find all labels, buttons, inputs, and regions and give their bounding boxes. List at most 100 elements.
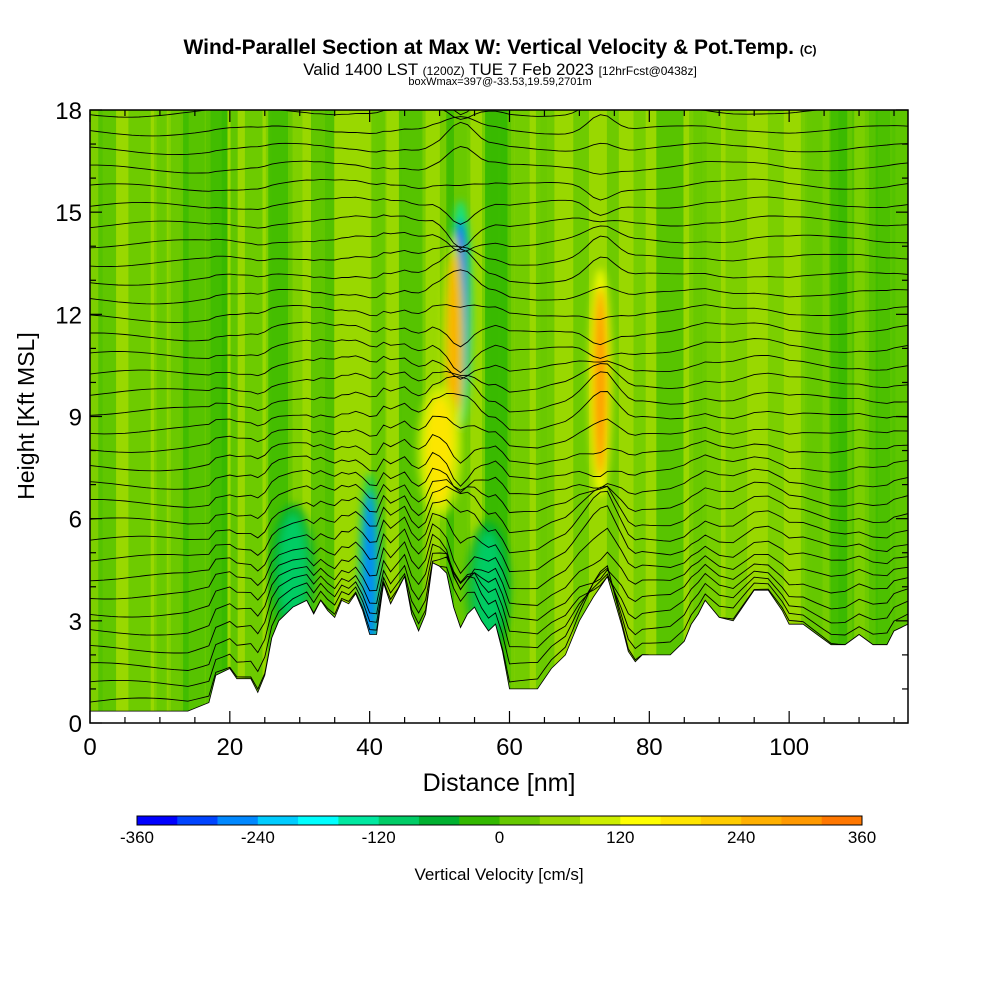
y-tick-label: 18 [55, 98, 82, 125]
colorbar-swatch [418, 816, 460, 825]
velocity-band [230, 110, 238, 723]
colorbar-swatch [580, 816, 621, 825]
box-max-info: boxWmax=397@-33.53,19.59,2701m [408, 76, 592, 88]
velocity-band [725, 110, 748, 723]
isentrope-line [90, 321, 908, 348]
velocity-band [656, 110, 684, 723]
velocity-band [838, 110, 855, 723]
copyright-mark: (C) [799, 43, 817, 57]
velocity-band [507, 110, 515, 723]
colorbar-tick-label: 120 [606, 828, 634, 847]
colorbar-swatch [378, 816, 420, 825]
x-tick-label: 0 [83, 734, 96, 761]
isentrope-line [90, 225, 908, 253]
colorbar-swatch [217, 816, 259, 825]
isentrope-line [90, 451, 908, 490]
isentrope-line [90, 114, 908, 137]
isentrope-line [90, 523, 908, 600]
colorbar-swatch [257, 816, 299, 825]
x-tick-label: 80 [636, 734, 663, 761]
isentrope-line [90, 248, 908, 286]
velocity-band [767, 110, 784, 723]
colorbar-swatch [700, 816, 742, 825]
colorbar-tick-label: -240 [241, 828, 275, 847]
chart-subtitle: Valid 1400 LST (1200Z) TUE 7 Feb 2023 [1… [0, 60, 1000, 80]
colorbar-tick-label: 240 [727, 828, 755, 847]
isentrope-line [90, 214, 908, 249]
y-tick-label: 15 [55, 200, 82, 227]
y-axis: 0 3 6 9 12 15 18 [55, 98, 908, 738]
isentrope-line [90, 235, 908, 268]
chart-title-text: Wind-Parallel Section at Max W: Vertical… [183, 36, 794, 59]
y-tick-label: 12 [55, 302, 82, 329]
colorbar-swatch [620, 816, 661, 825]
velocity-band [156, 110, 166, 723]
velocity-band [689, 110, 707, 723]
isentrope-line [90, 110, 908, 120]
colorbar-swatch [741, 816, 782, 825]
isentrope-line [90, 196, 908, 225]
velocity-band [573, 110, 589, 723]
velocity-band [606, 110, 619, 723]
colorbar: -360 -240 -120 0 120 240 360 [120, 815, 876, 847]
colorbar-swatch [660, 816, 702, 825]
colorbar-swatch [137, 816, 178, 825]
isentrope-line [90, 363, 908, 396]
valid-utc: (1200Z) [422, 64, 465, 78]
isentrope-line [90, 354, 908, 380]
colorbar-swatch [781, 816, 823, 825]
isentrope-line [90, 178, 908, 201]
colorbar-swatch [499, 816, 541, 825]
velocity-core [425, 395, 454, 506]
colorbar-tick-label: -360 [120, 828, 154, 847]
velocity-band [128, 110, 151, 723]
velocity-core [593, 287, 608, 478]
colorbar-tick-label: -120 [362, 828, 396, 847]
y-tick-label: 0 [69, 711, 82, 738]
isentrope-line [90, 371, 908, 416]
isentrope-line [90, 434, 908, 472]
colorbar-frame [136, 815, 863, 826]
isentropes [90, 110, 908, 703]
x-axis-label: Distance [nm] [423, 769, 576, 797]
isentrope-line [90, 146, 908, 175]
colorbar-swatch [539, 816, 581, 825]
isentrope-line [90, 562, 908, 687]
colorbar-label: Vertical Velocity [cm/s] [414, 865, 583, 884]
isentrope-line [90, 479, 908, 525]
velocity-band [221, 110, 228, 723]
colorbar-tick-label: 0 [495, 828, 504, 847]
colorbar-swatch [459, 816, 500, 825]
colorbar-swatch [177, 816, 218, 825]
isentrope-line [90, 415, 908, 453]
isentrope-line [90, 543, 908, 636]
y-axis-label: Height [Kft MSL] [13, 332, 39, 499]
velocity-band [812, 110, 831, 723]
isentrope-line [90, 485, 908, 541]
isentrope-line [90, 556, 908, 671]
velocity-core [278, 514, 307, 625]
isentrope-line [90, 533, 908, 618]
plot-area [90, 110, 908, 723]
y-tick-label: 9 [69, 405, 82, 432]
y-tick-label: 6 [69, 507, 82, 534]
velocity-band [168, 110, 184, 723]
velocity-band [98, 110, 117, 723]
x-tick-label: 60 [496, 734, 523, 761]
forecast-info: [12hrFcst@0438z] [598, 64, 697, 78]
colorbar-swatch [338, 816, 379, 825]
colorbar-swatch [821, 816, 863, 825]
velocity-band [244, 110, 263, 723]
isentrope-line [90, 304, 908, 323]
chart-title: Wind-Parallel Section at Max W: Vertical… [0, 36, 1000, 60]
isentrope-line [90, 269, 908, 305]
isentrope-line [90, 490, 908, 562]
isentrope-line [90, 338, 908, 374]
colorbar-swatch [298, 816, 339, 825]
valid-date: TUE 7 Feb 2023 [469, 60, 594, 79]
velocity-band [514, 110, 530, 723]
x-axis: 0 20 40 60 80 100 [83, 110, 895, 761]
terrain [90, 562, 908, 723]
isentrope-line [90, 467, 908, 508]
